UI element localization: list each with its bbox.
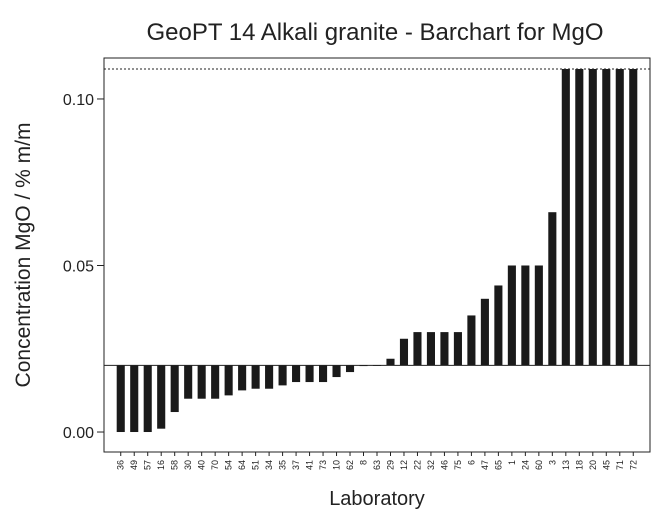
x-tick-label: 35 bbox=[278, 460, 288, 470]
chart-title: GeoPT 14 Alkali granite - Barchart for M… bbox=[146, 19, 603, 46]
y-tick-label: 0.10 bbox=[63, 92, 94, 109]
bar bbox=[480, 298, 489, 366]
bar bbox=[170, 365, 179, 413]
x-tick-label: 45 bbox=[601, 460, 611, 470]
x-tick-label: 51 bbox=[251, 460, 261, 470]
bar bbox=[494, 285, 503, 366]
x-tick-label: 73 bbox=[318, 460, 328, 470]
x-tick-label: 70 bbox=[210, 460, 220, 470]
x-tick-label: 12 bbox=[399, 460, 409, 470]
bar bbox=[278, 365, 287, 386]
x-tick-label: 71 bbox=[615, 460, 625, 470]
bar bbox=[184, 365, 193, 399]
x-tick-label: 30 bbox=[183, 460, 193, 470]
x-tick-label: 22 bbox=[412, 460, 422, 470]
x-tick-label: 54 bbox=[224, 460, 234, 470]
bar bbox=[157, 365, 166, 429]
bar bbox=[116, 365, 125, 433]
x-axis-label: Laboratory bbox=[329, 488, 425, 510]
bar bbox=[265, 365, 274, 389]
x-tick-label: 58 bbox=[170, 460, 180, 470]
x-tick-label: 65 bbox=[493, 460, 503, 470]
x-tick-label: 64 bbox=[237, 460, 247, 470]
bar bbox=[143, 365, 152, 433]
bar bbox=[224, 365, 233, 396]
x-tick-label: 6 bbox=[466, 460, 476, 465]
bar bbox=[386, 358, 395, 366]
x-tick-label: 40 bbox=[197, 460, 207, 470]
bar bbox=[197, 365, 206, 399]
x-tick-label: 41 bbox=[305, 460, 315, 470]
x-tick-label: 20 bbox=[588, 460, 598, 470]
bar bbox=[319, 365, 328, 383]
x-tick-label: 63 bbox=[372, 460, 382, 470]
x-tick-label: 46 bbox=[439, 460, 449, 470]
bar bbox=[588, 68, 597, 366]
x-tick-label: 60 bbox=[534, 460, 544, 470]
x-tick-label: 37 bbox=[291, 460, 301, 470]
x-tick-label: 3 bbox=[547, 460, 557, 465]
bar bbox=[467, 315, 476, 366]
bar bbox=[426, 332, 435, 366]
bar bbox=[238, 365, 247, 391]
bar bbox=[602, 68, 611, 366]
x-tick-label: 24 bbox=[520, 460, 530, 470]
bar bbox=[251, 365, 260, 389]
bar bbox=[575, 68, 584, 366]
bar bbox=[211, 365, 220, 399]
x-tick-label: 32 bbox=[426, 460, 436, 470]
x-tick-label: 72 bbox=[628, 460, 638, 470]
x-tick-label: 16 bbox=[156, 460, 166, 470]
bar bbox=[507, 265, 516, 366]
y-tick-label: 0.00 bbox=[63, 425, 94, 442]
x-tick-label: 47 bbox=[480, 460, 490, 470]
bar bbox=[413, 332, 422, 366]
bar bbox=[305, 365, 314, 383]
y-axis-label: Concentration MgO / % m/m bbox=[12, 123, 35, 388]
bar bbox=[292, 365, 301, 383]
x-tick-label: 10 bbox=[332, 460, 342, 470]
bar bbox=[399, 338, 409, 366]
x-tick-label: 75 bbox=[453, 460, 463, 470]
bar bbox=[629, 68, 638, 366]
bar bbox=[548, 212, 557, 366]
x-tick-label: 62 bbox=[345, 460, 355, 470]
bar bbox=[130, 365, 139, 433]
x-tick-label: 1 bbox=[507, 460, 517, 465]
x-tick-label: 34 bbox=[264, 460, 274, 470]
bar bbox=[453, 332, 462, 366]
x-tick-label: 13 bbox=[561, 460, 571, 470]
bar bbox=[332, 365, 341, 378]
bar bbox=[440, 332, 449, 366]
x-tick-label: 57 bbox=[143, 460, 153, 470]
x-tick-label: 18 bbox=[574, 460, 584, 470]
x-tick-label: 29 bbox=[385, 460, 395, 470]
y-tick-label: 0.05 bbox=[63, 258, 94, 275]
x-tick-label: 8 bbox=[359, 460, 369, 465]
bar bbox=[345, 365, 355, 373]
x-tick-label: 36 bbox=[116, 460, 126, 470]
x-tick-label: 49 bbox=[129, 460, 139, 470]
bar bbox=[615, 68, 624, 366]
bar bbox=[534, 265, 543, 366]
bar bbox=[561, 68, 570, 366]
bar bbox=[521, 265, 530, 366]
